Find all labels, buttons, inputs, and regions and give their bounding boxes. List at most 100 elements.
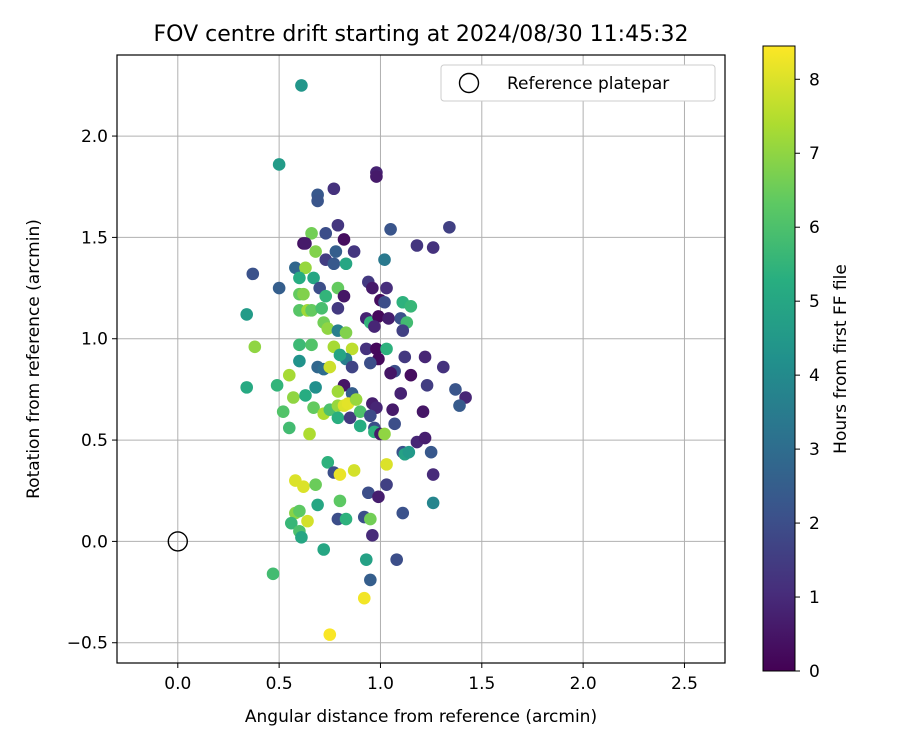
data-point [299, 261, 312, 275]
data-point [297, 287, 310, 301]
data-point [272, 281, 286, 295]
y-tick-label: 2.0 [81, 127, 108, 147]
legend-label: Reference platepar [507, 74, 669, 94]
data-point [305, 227, 318, 240]
data-point [368, 320, 381, 333]
plot-frame [116, 54, 726, 664]
data-point [362, 486, 375, 500]
data-point [396, 324, 410, 337]
data-point [331, 302, 345, 315]
colorbar-tick-label: 5 [809, 292, 820, 312]
data-point [333, 468, 347, 481]
data-point [246, 267, 260, 281]
data-point [370, 170, 383, 183]
chart-title: FOV centre drift starting at 2024/08/30 … [154, 22, 689, 47]
data-point [305, 304, 318, 317]
data-point [315, 302, 328, 315]
data-point [357, 591, 371, 605]
data-point [418, 431, 432, 445]
data-point [284, 516, 298, 530]
data-point [276, 405, 290, 418]
reference-platepar-marker [167, 531, 189, 552]
data-point [378, 427, 391, 441]
data-point [396, 506, 410, 520]
x-tick-label: 2.0 [570, 674, 597, 694]
x-tick-label: 1.0 [367, 674, 394, 694]
colorbar-tick-label: 7 [809, 144, 820, 164]
colorbar-tick-label: 4 [809, 366, 820, 386]
data-point [321, 456, 335, 469]
data-point [364, 356, 377, 370]
data-point [364, 409, 377, 423]
data-point [323, 360, 337, 374]
data-point [388, 417, 401, 431]
data-point [380, 281, 393, 295]
data-point [297, 480, 310, 493]
data-point [311, 498, 324, 512]
data-point [305, 338, 318, 352]
data-point [384, 222, 397, 236]
data-point [372, 310, 385, 323]
data-point [384, 366, 397, 380]
data-point [349, 393, 363, 406]
x-tick-label: 0.0 [164, 674, 191, 694]
data-point [420, 379, 434, 392]
data-point [398, 350, 412, 364]
data-point [359, 342, 373, 356]
data-point [248, 340, 262, 354]
data-point [418, 350, 432, 364]
colorbar-tick-label: 2 [809, 514, 820, 534]
data-point [289, 261, 302, 275]
data-point [390, 553, 403, 566]
data-point [402, 445, 416, 459]
data-point [370, 342, 383, 356]
data-point [331, 385, 345, 398]
x-tick-label: 1.5 [468, 674, 495, 694]
legend-marker-icon [458, 72, 480, 94]
data-point [319, 227, 333, 240]
data-point [339, 512, 353, 526]
data-point [337, 289, 351, 303]
data-point [364, 512, 377, 526]
data-point [366, 529, 379, 542]
data-point [380, 458, 393, 471]
data-point [331, 218, 345, 232]
data-point [416, 405, 430, 418]
data-point [404, 368, 418, 382]
data-point [339, 326, 353, 339]
colorbar-tick-label: 3 [809, 440, 820, 460]
data-point [266, 567, 280, 581]
data-point [323, 628, 337, 641]
data-point [333, 348, 347, 362]
data-point [382, 312, 395, 325]
x-axis: 0.0 0.5 1.0 1.5 2.0 2.5 [164, 663, 698, 694]
data-point [380, 342, 393, 356]
data-point [282, 421, 296, 435]
data-point [404, 300, 418, 313]
data-point [282, 368, 296, 382]
colorbar-tick-label: 0 [809, 662, 820, 682]
y-tick-label: 0.5 [81, 431, 108, 451]
data-point [307, 401, 320, 414]
data-point [426, 241, 440, 254]
data-point [309, 381, 322, 394]
data-point [380, 478, 393, 491]
data-point [272, 158, 286, 171]
data-point [327, 182, 341, 196]
data-point [372, 490, 385, 504]
data-point [293, 271, 306, 285]
data-point [345, 360, 359, 374]
data-point [321, 322, 335, 335]
y-tick-label: 1.0 [81, 330, 108, 350]
x-axis-label: Angular distance from reference (arcmin) [245, 707, 597, 727]
y-tick-label: −0.5 [67, 634, 108, 654]
data-point [443, 220, 456, 234]
data-point [347, 245, 361, 258]
data-point [337, 233, 351, 246]
data-point [386, 403, 399, 416]
y-axis: −0.5 0.0 0.5 1.0 1.5 2.0 [67, 127, 117, 654]
data-point [359, 553, 373, 566]
data-point [366, 281, 379, 295]
data-point [319, 289, 333, 303]
data-point [299, 389, 312, 402]
